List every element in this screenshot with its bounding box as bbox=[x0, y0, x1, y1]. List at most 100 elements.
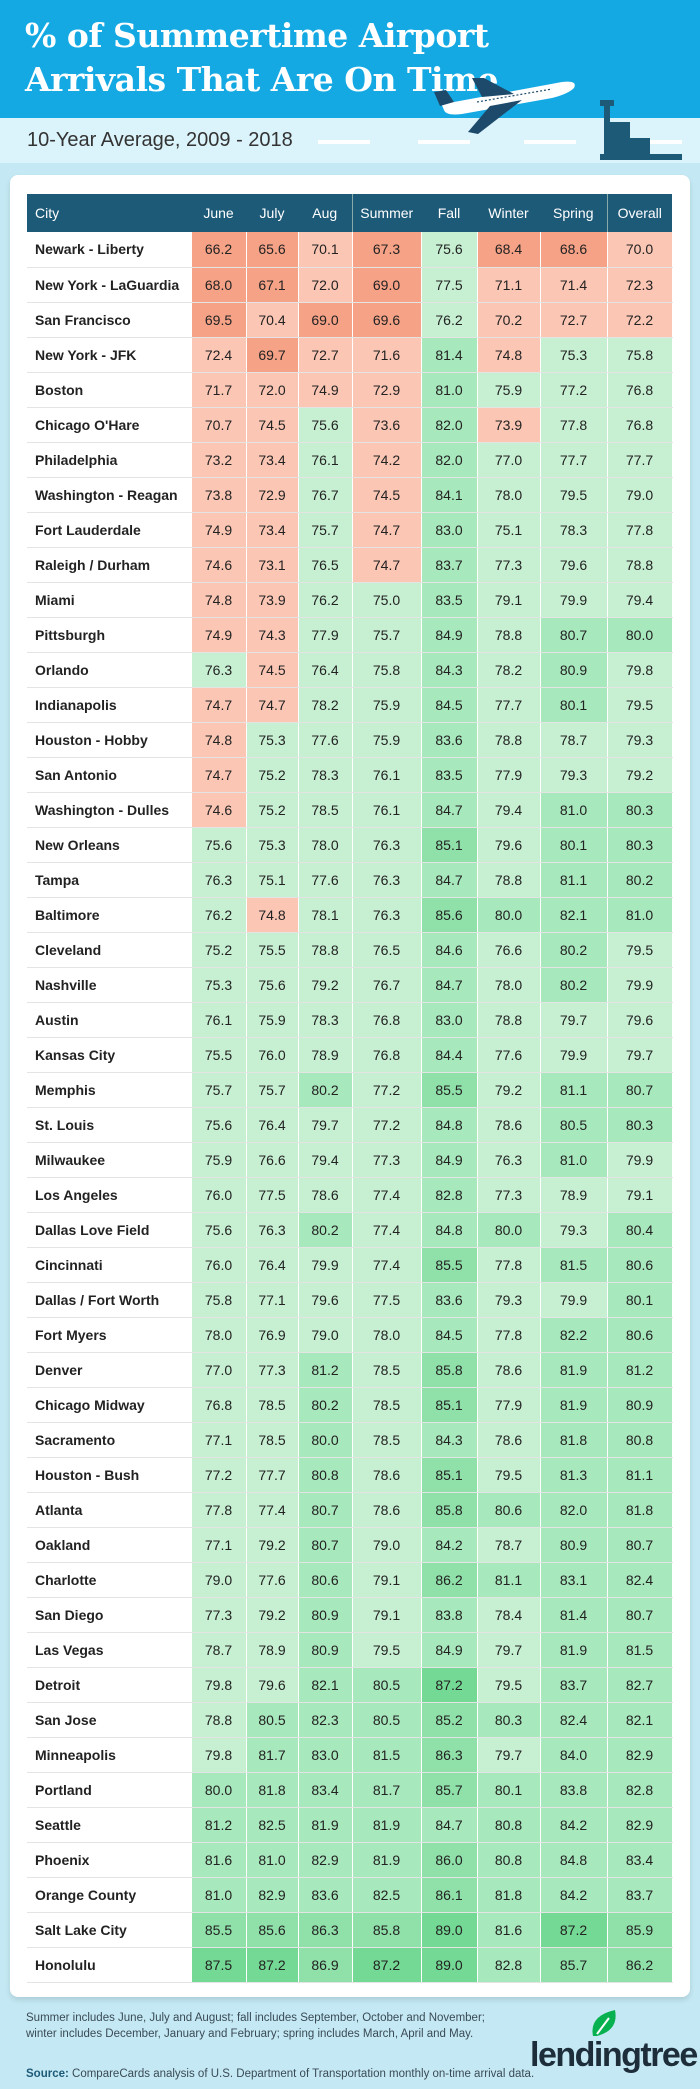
value-cell-july: 74.5 bbox=[246, 407, 299, 443]
value-cell-july: 76.9 bbox=[246, 1317, 299, 1353]
table-row: Los Angeles 76.0 77.5 78.6 77.4 82.8 77.3 78.9 7… bbox=[27, 1177, 673, 1213]
table-row: Salt Lake City 85.5 85.6 86.3 85.8 89.0 81.6 87… bbox=[27, 1912, 673, 1948]
value-cell-spring: 72.7 bbox=[540, 302, 608, 338]
value-cell-spring: 78.9 bbox=[540, 1177, 608, 1213]
value-cell-fall: 89.0 bbox=[421, 1947, 478, 1983]
value-cell-june: 81.2 bbox=[191, 1807, 247, 1843]
value-cell-aug: 76.7 bbox=[298, 477, 353, 513]
value-cell-july: 75.2 bbox=[246, 792, 299, 828]
value-cell-july: 70.4 bbox=[246, 302, 299, 338]
value-cell-aug: 78.9 bbox=[298, 1037, 353, 1073]
value-cell-overall: 80.3 bbox=[606, 1107, 673, 1143]
value-cell-july: 77.7 bbox=[246, 1457, 299, 1493]
value-cell-spring: 82.4 bbox=[540, 1702, 608, 1738]
value-cell-july: 65.6 bbox=[246, 232, 299, 268]
value-cell-overall: 81.1 bbox=[606, 1457, 673, 1493]
city-name: San Jose bbox=[27, 1702, 192, 1738]
value-cell-winter: 78.6 bbox=[477, 1422, 541, 1458]
value-cell-june: 74.8 bbox=[191, 582, 247, 618]
value-cell-fall: 83.6 bbox=[421, 722, 478, 758]
value-cell-spring: 81.9 bbox=[540, 1632, 608, 1668]
source-label: Source: bbox=[26, 2068, 69, 2080]
value-cell-july: 67.1 bbox=[246, 267, 299, 303]
value-cell-winter: 80.8 bbox=[477, 1807, 541, 1843]
value-cell-summer: 77.2 bbox=[351, 1107, 422, 1143]
on-time-table: City June July Aug Summer Fall Winter Spring Ove… bbox=[27, 194, 673, 1983]
value-cell-june: 70.7 bbox=[191, 407, 247, 443]
value-cell-july: 74.5 bbox=[246, 652, 299, 688]
value-cell-june: 74.7 bbox=[191, 687, 247, 723]
value-cell-june: 77.0 bbox=[191, 1352, 247, 1388]
value-cell-june: 80.0 bbox=[191, 1772, 247, 1808]
city-name: New Orleans bbox=[27, 827, 192, 863]
table-row: San Francisco 69.5 70.4 69.0 69.6 76.2 70.2 72.… bbox=[27, 302, 673, 338]
table-row: Washington - Reagan 73.8 72.9 76.7 74.5 84.1 7… bbox=[27, 477, 673, 513]
value-cell-winter: 76.3 bbox=[477, 1142, 541, 1178]
value-cell-fall: 84.2 bbox=[421, 1527, 478, 1563]
value-cell-july: 76.4 bbox=[246, 1107, 299, 1143]
value-cell-fall: 86.2 bbox=[421, 1562, 478, 1598]
value-cell-spring: 80.2 bbox=[540, 932, 608, 968]
value-cell-aug: 77.6 bbox=[298, 722, 353, 758]
value-cell-fall: 85.1 bbox=[421, 1387, 478, 1423]
value-cell-overall: 82.4 bbox=[606, 1562, 673, 1598]
value-cell-winter: 81.8 bbox=[477, 1877, 541, 1913]
table-row: Seattle 81.2 82.5 81.9 81.9 84.7 80.8 84.2 82.9 bbox=[27, 1807, 673, 1843]
value-cell-overall: 79.1 bbox=[606, 1177, 673, 1213]
value-cell-fall: 84.7 bbox=[421, 862, 478, 898]
table-row: Phoenix 81.6 81.0 82.9 81.9 86.0 80.8 84.8 83.4 bbox=[27, 1842, 673, 1878]
value-cell-june: 75.8 bbox=[191, 1282, 247, 1318]
value-cell-fall: 85.5 bbox=[421, 1247, 478, 1283]
value-cell-winter: 78.6 bbox=[477, 1107, 541, 1143]
value-cell-aug: 78.8 bbox=[298, 932, 353, 968]
value-cell-winter: 82.8 bbox=[477, 1947, 541, 1983]
value-cell-june: 74.9 bbox=[191, 617, 247, 653]
value-cell-overall: 77.8 bbox=[606, 512, 673, 548]
value-cell-summer: 81.7 bbox=[351, 1772, 422, 1808]
value-cell-winter: 79.4 bbox=[477, 792, 541, 828]
table-row: Dallas / Fort Worth 75.8 77.1 79.6 77.5 83.6 7… bbox=[27, 1282, 673, 1318]
runway-dash bbox=[418, 140, 470, 144]
city-name: Minneapolis bbox=[27, 1737, 192, 1773]
city-name: Miami bbox=[27, 582, 192, 618]
value-cell-aug: 75.7 bbox=[298, 512, 353, 548]
value-cell-june: 71.7 bbox=[191, 372, 247, 408]
value-cell-spring: 80.7 bbox=[540, 617, 608, 653]
city-name: San Diego bbox=[27, 1597, 192, 1633]
city-name: Washington - Dulles bbox=[27, 792, 192, 828]
value-cell-aug: 80.9 bbox=[298, 1597, 353, 1633]
value-cell-spring: 75.3 bbox=[540, 337, 608, 373]
value-cell-july: 77.5 bbox=[246, 1177, 299, 1213]
value-cell-july: 85.6 bbox=[246, 1912, 299, 1948]
table-row: New York - LaGuardia 68.0 67.1 72.0 69.0 77.5… bbox=[27, 267, 673, 303]
value-cell-july: 75.3 bbox=[246, 722, 299, 758]
value-cell-aug: 76.4 bbox=[298, 652, 353, 688]
city-name: Memphis bbox=[27, 1072, 192, 1108]
value-cell-june: 72.4 bbox=[191, 337, 247, 373]
value-cell-spring: 82.1 bbox=[540, 897, 608, 933]
table-row: Miami 74.8 73.9 76.2 75.0 83.5 79.1 79.9 79.4 bbox=[27, 582, 673, 618]
value-cell-fall: 81.4 bbox=[421, 337, 478, 373]
runway-dash bbox=[318, 140, 370, 144]
value-cell-aug: 83.6 bbox=[298, 1877, 353, 1913]
value-cell-spring: 79.6 bbox=[540, 547, 608, 583]
table-row: Las Vegas 78.7 78.9 80.9 79.5 84.9 79.7 81.9 81.… bbox=[27, 1632, 673, 1668]
table-row: Orange County 81.0 82.9 83.6 82.5 86.1 81.8 84.… bbox=[27, 1877, 673, 1913]
value-cell-overall: 79.2 bbox=[606, 757, 673, 793]
value-cell-fall: 84.3 bbox=[421, 652, 478, 688]
value-cell-spring: 81.0 bbox=[540, 792, 608, 828]
value-cell-spring: 80.2 bbox=[540, 967, 608, 1003]
value-cell-aug: 77.6 bbox=[298, 862, 353, 898]
value-cell-june: 73.2 bbox=[191, 442, 247, 478]
value-cell-aug: 69.0 bbox=[298, 302, 353, 338]
value-cell-summer: 72.9 bbox=[351, 372, 422, 408]
value-cell-winter: 75.1 bbox=[477, 512, 541, 548]
value-cell-overall: 75.8 bbox=[606, 337, 673, 373]
value-cell-june: 78.8 bbox=[191, 1702, 247, 1738]
value-cell-winter: 75.9 bbox=[477, 372, 541, 408]
value-cell-spring: 77.7 bbox=[540, 442, 608, 478]
value-cell-aug: 80.6 bbox=[298, 1562, 353, 1598]
value-cell-summer: 76.1 bbox=[351, 792, 422, 828]
value-cell-summer: 69.6 bbox=[351, 302, 422, 338]
value-cell-overall: 82.9 bbox=[606, 1737, 673, 1773]
